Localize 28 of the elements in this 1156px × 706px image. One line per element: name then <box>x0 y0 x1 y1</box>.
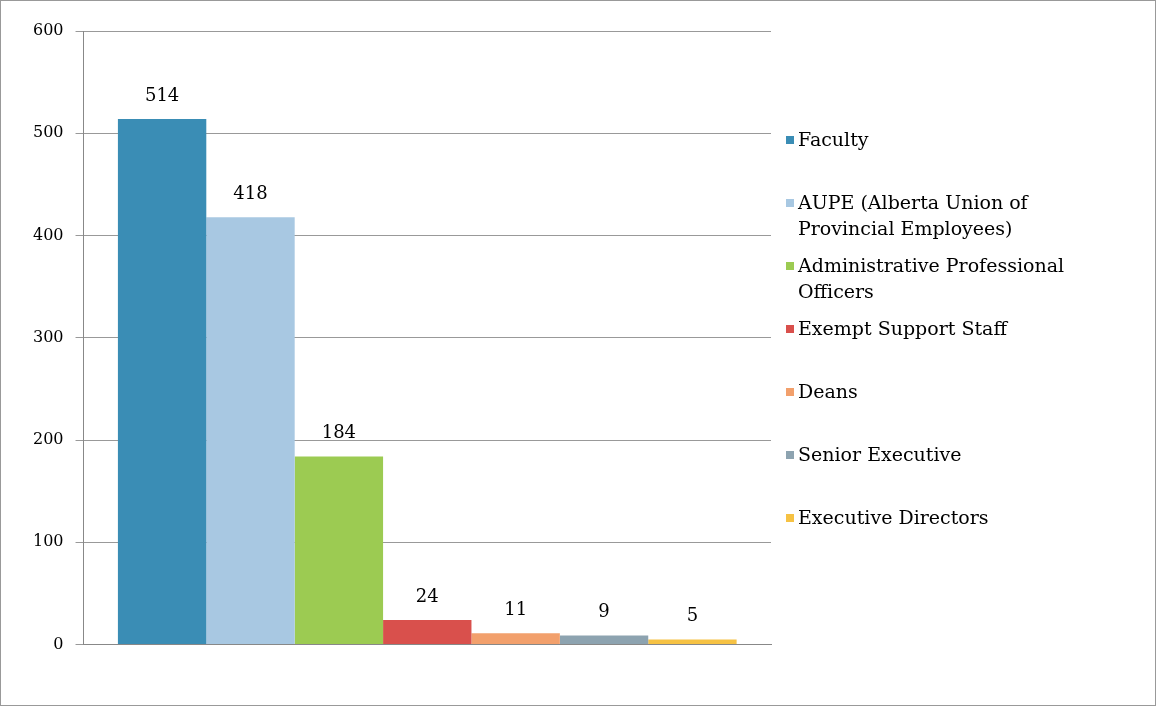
legend-label: Faculty <box>798 127 869 152</box>
legend-label: Executive Directors <box>798 505 989 530</box>
legend-label: Administrative Professional Officers <box>798 253 1066 304</box>
data-label: 9 <box>598 600 610 622</box>
data-label: 514 <box>144 83 180 105</box>
legend-label: Senior Executive <box>798 442 962 467</box>
data-label: 184 <box>321 421 357 443</box>
y-tick-label: 300 <box>32 326 64 346</box>
legend-label: Deans <box>798 379 858 404</box>
y-tick-label: 100 <box>32 531 64 551</box>
y-tick-label: 200 <box>32 429 64 449</box>
bar <box>206 217 295 645</box>
bar <box>117 118 207 645</box>
data-label: 11 <box>504 598 528 620</box>
legend-label: AUPE (Alberta Union of Provincial Employees) <box>798 190 1030 241</box>
data-label: 5 <box>686 604 699 626</box>
data-label: 418 <box>233 181 268 203</box>
bar <box>471 633 560 645</box>
y-tick-label: 0 <box>53 633 64 653</box>
bar <box>648 639 737 645</box>
data-label: 24 <box>415 584 439 606</box>
legend-label: Exempt Support Staff <box>798 316 1007 341</box>
bar <box>383 620 472 645</box>
y-tick-label: 400 <box>32 224 64 244</box>
bar <box>559 635 649 645</box>
y-tick-label: 500 <box>32 122 64 142</box>
bar <box>294 456 384 645</box>
y-tick-label: 600 <box>32 20 64 40</box>
